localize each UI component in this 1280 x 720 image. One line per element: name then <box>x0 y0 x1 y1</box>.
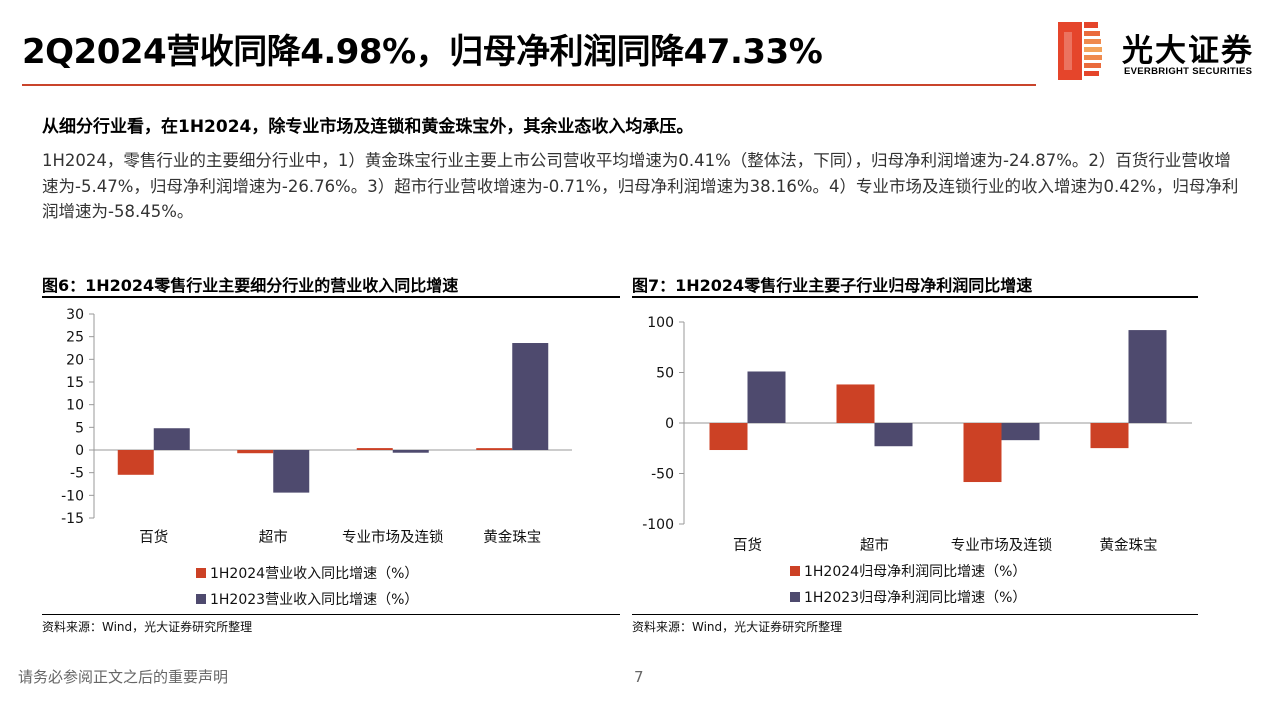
legend-label: 1H2023营业收入同比增速（%） <box>210 592 419 608</box>
bar-2024-3 <box>1090 423 1129 449</box>
lead-sentence: 从细分行业看，在1H2024，除专业市场及连锁和黄金珠宝外，其余业态收入均承压。 <box>42 117 694 137</box>
figure-6-title: 图6：1H2024零售行业主要细分行业的营业收入同比增速 <box>42 276 459 295</box>
legend-swatch <box>196 568 206 578</box>
bar-2024-0 <box>117 450 154 475</box>
legend-label: 1H2024营业收入同比增速（%） <box>210 566 419 582</box>
figure-7-source: 资料来源：Wind，光大证券研究所整理 <box>632 620 843 634</box>
legend-item: 1H2024营业收入同比增速（%） <box>196 560 418 586</box>
page-number: 7 <box>634 668 644 686</box>
category-label: 专业市场及连锁 <box>951 537 1053 554</box>
y-tick-label: 50 <box>656 366 674 382</box>
category-label: 黄金珠宝 <box>1100 537 1158 554</box>
bar-2023-1 <box>273 450 310 493</box>
figure-7-legend: 1H2024归母净利润同比增速（%） 1H2023归母净利润同比增速（%） <box>790 558 1026 610</box>
legend-item: 1H2023归母净利润同比增速（%） <box>790 584 1026 610</box>
legend-swatch <box>790 592 800 602</box>
y-tick-label: 10 <box>66 398 84 414</box>
category-label: 超市 <box>259 529 288 546</box>
bar-2024-1 <box>237 450 274 454</box>
figure-6-legend: 1H2024营业收入同比增速（%） 1H2023营业收入同比增速（%） <box>196 560 418 612</box>
figure-7-bottom-rule <box>632 614 1198 615</box>
y-tick-label: 0 <box>75 443 84 459</box>
bar-2023-0 <box>747 371 786 423</box>
y-tick-label: 25 <box>66 330 84 346</box>
y-tick-label: -5 <box>70 466 84 482</box>
bar-2023-2 <box>392 450 429 453</box>
bar-2023-1 <box>874 423 913 447</box>
legend-item: 1H2023营业收入同比增速（%） <box>196 586 418 612</box>
page-title: 2Q2024营收同降4.98%，归母净利润同降47.33% <box>22 32 823 72</box>
y-tick-label: 15 <box>66 375 84 391</box>
disclaimer-note: 请务必参阅正文之后的重要声明 <box>18 668 229 686</box>
legend-label: 1H2024归母净利润同比增速（%） <box>804 564 1027 580</box>
y-tick-label: -50 <box>651 467 674 483</box>
figure-6-top-rule <box>42 296 620 298</box>
chart-0-svg: 30 25 20 15 10 5 0 -5 -10 -15 百货 超市 专业市场及连锁 黄金珠宝 <box>61 307 572 546</box>
y-tick-label: -100 <box>642 517 674 533</box>
y-tick-label: -15 <box>61 511 84 527</box>
y-tick-label: 100 <box>647 315 674 331</box>
figure-7-chart: 100 50 0 -50 -100 百货 超市 专业市场及连锁 黄金珠宝 <box>632 300 1198 560</box>
figure-7-title: 图7：1H2024零售行业主要子行业归母净利润同比增速 <box>632 276 1033 295</box>
bar-2024-2 <box>356 448 393 450</box>
bar-2024-1 <box>836 384 875 423</box>
legend-swatch <box>196 594 206 604</box>
figure-6-bottom-rule <box>42 614 620 615</box>
bar-2023-3 <box>512 343 549 450</box>
category-label: 黄金珠宝 <box>483 529 541 546</box>
figure-6-source: 资料来源：Wind，光大证券研究所整理 <box>42 620 253 634</box>
category-label: 百货 <box>139 529 168 546</box>
bar-2023-2 <box>1001 423 1040 441</box>
y-tick-label: 0 <box>665 416 674 432</box>
bar-2024-3 <box>476 448 513 450</box>
legend-item: 1H2024归母净利润同比增速（%） <box>790 558 1026 584</box>
figure-7-top-rule <box>632 296 1198 298</box>
everbright-logo: 光大证券 EVERBRIGHT SECURITIES <box>1058 22 1268 82</box>
y-tick-label: 5 <box>75 420 84 436</box>
legend-swatch <box>790 566 800 576</box>
figure-6-chart: 30 25 20 15 10 5 0 -5 -10 -15 百货 超市 专业市场及连锁 黄金珠宝 <box>42 300 620 560</box>
bar-2023-0 <box>153 428 190 450</box>
y-tick-label: -10 <box>61 488 84 504</box>
legend-label: 1H2023归母净利润同比增速（%） <box>804 590 1027 606</box>
title-divider <box>22 84 1036 86</box>
body-paragraph: 1H2024，零售行业的主要细分行业中，1）黄金珠宝行业主要上市公司营收平均增速… <box>42 151 1239 221</box>
category-label: 专业市场及连锁 <box>342 529 444 546</box>
y-tick-label: 20 <box>66 352 84 368</box>
bar-2023-3 <box>1128 330 1167 423</box>
everbright-logo-mark-icon <box>1058 22 1102 80</box>
bar-2024-2 <box>963 423 1002 483</box>
logo-english-name: EVERBRIGHT SECURITIES <box>1124 66 1253 77</box>
category-label: 百货 <box>733 537 762 554</box>
y-tick-label: 30 <box>66 307 84 323</box>
logo-chinese-name: 光大证券 <box>1122 33 1254 69</box>
bar-2024-0 <box>709 423 748 451</box>
category-label: 超市 <box>860 537 889 554</box>
chart-1-svg: 100 50 0 -50 -100 百货 超市 专业市场及连锁 黄金珠宝 <box>642 315 1192 554</box>
